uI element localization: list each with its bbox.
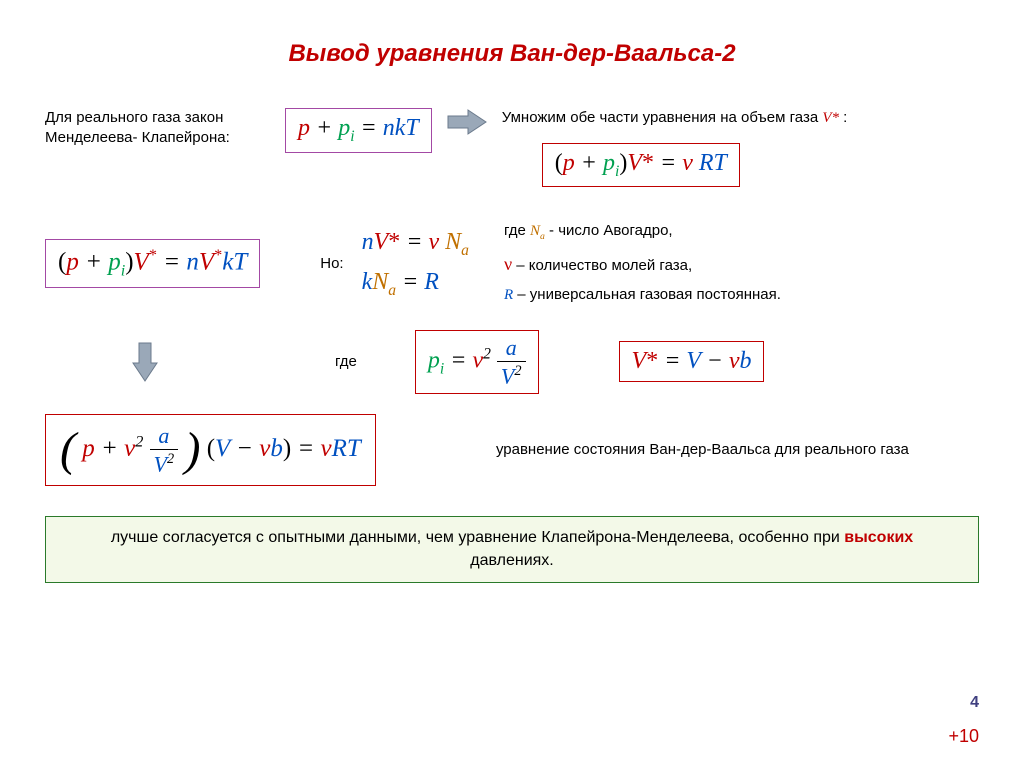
row1-right: Умножим обе части уравнения на объем газ… [502, 108, 979, 187]
final-description: уравнение состояния Ван-дер-Ваальса для … [426, 440, 979, 460]
page-number: 4 [970, 694, 979, 712]
row-2: (p + pi)V* = nV*kT Но: nV* = ν Na kNa = … [45, 217, 979, 309]
formula-eq3: (p + pi)V* = nV*kT [45, 239, 260, 287]
but-label: Но: [260, 255, 361, 272]
row-3: где pi = ν2 aV2 V* = V − νb [45, 330, 979, 394]
formula-eq7: ( p + ν2 aV2 ) (V − νb) = νRT [45, 414, 376, 486]
definitions: где Na - число Авогадро, ν – количество … [504, 217, 781, 309]
row-4: ( p + ν2 aV2 ) (V − νb) = νRT уравнение … [45, 414, 979, 486]
title-suffix: -2 [714, 40, 735, 67]
conclusion-box: лучше согласуется с опытными данными, че… [45, 516, 979, 583]
row-1: Для реального газа закон Менделеева- Кла… [45, 108, 979, 187]
arrow-down-icon [105, 341, 185, 383]
formula-eq2: (p + pi)V* = ν RT [542, 143, 740, 188]
formula-eq6: V* = V − νb [619, 341, 765, 382]
where-label: где [225, 353, 375, 370]
arrow-right-icon [442, 108, 492, 136]
formula-eq1: p + pi = nkT [285, 108, 432, 153]
plus-ten-label: +10 [948, 726, 979, 747]
page-title: Вывод уравнения Ван-дер-Ваальса-2 [45, 40, 979, 68]
row1-left-text: Для реального газа закон Менделеева- Кла… [45, 108, 275, 147]
formula-eq5: pi = ν2 aV2 [415, 330, 539, 394]
formula-eq4: nV* = ν Na kNa = R [362, 223, 469, 304]
row1-right-text: Умножим обе части уравнения на объем газ… [502, 108, 979, 129]
title-main: Вывод уравнения Ван-дер-Ваальса [288, 40, 714, 67]
